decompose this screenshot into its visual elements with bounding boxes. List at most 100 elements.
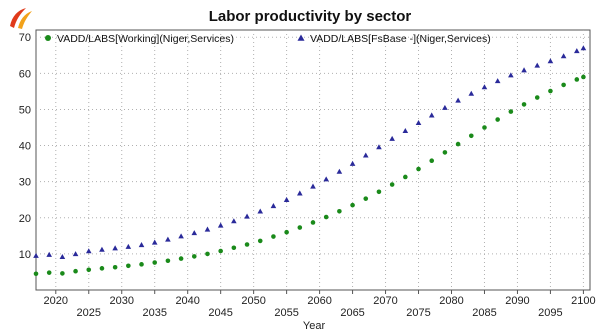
data-point — [297, 225, 303, 230]
data-point — [548, 88, 553, 94]
data-point — [534, 95, 540, 100]
data-point — [415, 120, 422, 126]
x-axis-label: Year — [303, 320, 326, 332]
x-tick-label: 2100 — [571, 295, 595, 307]
data-point — [297, 190, 303, 196]
data-point — [337, 208, 342, 214]
y-tick-label: 20 — [19, 213, 31, 225]
legend: VADD/LABS[Working](Niger,Services) VADD/L… — [45, 33, 491, 45]
series-fsbase — [33, 45, 587, 260]
data-point — [310, 220, 316, 225]
data-point — [416, 166, 421, 172]
x-tick-label: 2025 — [77, 307, 101, 319]
data-point — [271, 234, 276, 239]
data-point — [204, 226, 211, 232]
data-point — [284, 229, 289, 235]
data-point — [389, 135, 395, 141]
data-point — [350, 202, 355, 208]
legend-marker — [45, 35, 51, 41]
data-point — [560, 53, 567, 59]
data-point — [494, 78, 501, 84]
data-point — [455, 97, 461, 103]
data-point — [86, 267, 92, 273]
chart-title: Labor productivity by sector — [209, 8, 412, 25]
data-point — [508, 109, 514, 114]
data-point — [495, 117, 500, 122]
data-point — [349, 160, 356, 166]
data-point — [244, 213, 250, 219]
data-point — [191, 254, 197, 259]
data-point — [73, 268, 78, 274]
x-tick-label: 2030 — [109, 295, 133, 307]
data-point — [574, 77, 580, 82]
data-point — [99, 266, 105, 271]
data-point — [402, 127, 409, 133]
x-tick-label: 2035 — [142, 307, 166, 319]
legend-item: VADD/LABS[Working](Niger,Services) — [45, 33, 234, 45]
data-point — [270, 203, 277, 209]
data-point — [72, 251, 79, 257]
data-point — [521, 67, 527, 73]
data-point — [191, 230, 198, 236]
data-point — [482, 125, 487, 130]
data-point — [442, 150, 448, 155]
y-tick-label: 50 — [19, 104, 31, 116]
data-point — [468, 133, 474, 139]
legend-label: VADD/LABS[FsBase -](Niger,Services) — [310, 33, 491, 45]
data-point — [112, 245, 118, 251]
data-point — [60, 271, 65, 276]
data-point — [429, 158, 435, 164]
data-point — [257, 238, 263, 244]
data-point — [178, 233, 184, 239]
data-point — [126, 263, 131, 269]
data-point — [323, 176, 329, 182]
y-tick-label: 70 — [19, 32, 31, 44]
legend-item: VADD/LABS[FsBase -](Niger,Services) — [297, 33, 491, 45]
legend-label: VADD/LABS[Working](Niger,Services) — [57, 33, 234, 45]
swoosh-logo-icon — [10, 8, 32, 29]
x-tick-label: 2070 — [373, 295, 397, 307]
data-point — [139, 262, 144, 267]
data-point — [376, 189, 382, 195]
data-point — [85, 248, 92, 254]
data-point — [138, 242, 145, 248]
y-tick-label: 60 — [19, 68, 31, 80]
x-tick-label: 2045 — [208, 307, 232, 319]
x-tick-label: 2095 — [538, 307, 562, 319]
data-point — [217, 222, 224, 228]
data-point — [165, 236, 171, 242]
series-working — [33, 74, 586, 277]
x-tick-label: 2050 — [241, 295, 265, 307]
x-tick-label: 2075 — [406, 307, 430, 319]
plot-frame — [35, 29, 591, 291]
data-point — [218, 248, 223, 254]
data-point — [521, 102, 527, 107]
data-point — [581, 74, 586, 80]
data-point — [442, 104, 448, 110]
data-point — [46, 270, 52, 275]
y-tick-label: 40 — [19, 141, 31, 153]
data-point — [389, 182, 395, 187]
data-point — [403, 174, 408, 180]
data-point — [151, 239, 158, 245]
data-point — [178, 256, 184, 261]
data-point — [112, 264, 118, 270]
data-point — [336, 168, 343, 174]
data-point — [125, 243, 132, 249]
data-point — [231, 218, 237, 224]
y-tick-label: 30 — [19, 177, 31, 189]
data-point — [362, 152, 369, 158]
data-point — [323, 214, 329, 220]
x-tick-label: 2055 — [274, 307, 298, 319]
data-point — [59, 253, 66, 260]
x-tick-label: 2080 — [439, 295, 463, 307]
x-tick-label: 2040 — [175, 295, 199, 307]
data-point — [46, 251, 52, 257]
data-point — [574, 48, 580, 54]
y-tick-label: 10 — [19, 249, 31, 261]
data-point — [165, 258, 171, 264]
data-point — [547, 58, 554, 64]
data-point — [561, 82, 566, 88]
